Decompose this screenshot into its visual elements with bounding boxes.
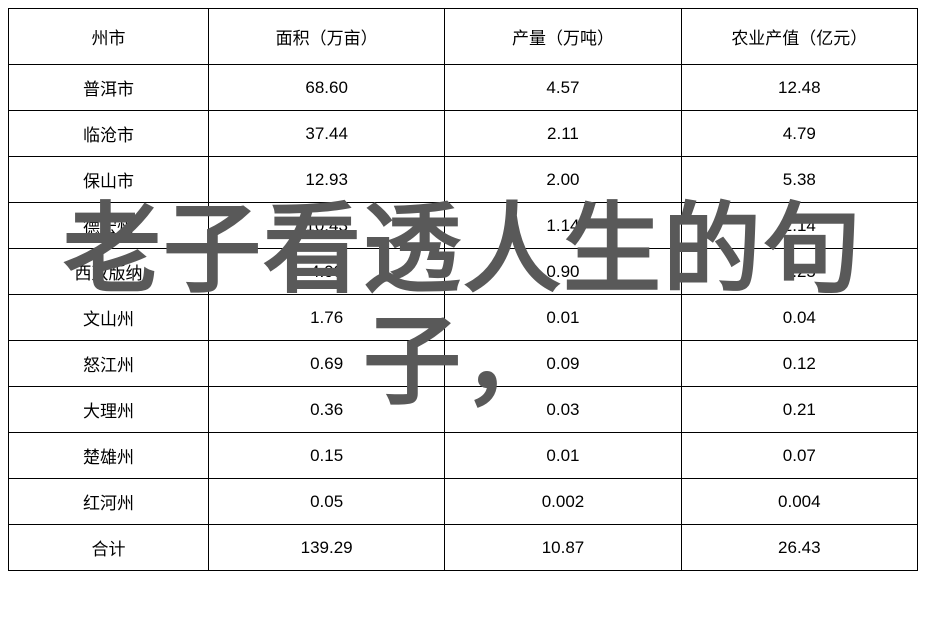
cell-yield: 4.57 — [445, 65, 681, 111]
table-row: 德宏州 10.43 1.14 2.14 — [9, 203, 918, 249]
cell-area: 139.29 — [208, 525, 444, 571]
table-row: 红河州 0.05 0.002 0.004 — [9, 479, 918, 525]
cell-region: 红河州 — [9, 479, 209, 525]
cell-yield: 0.01 — [445, 295, 681, 341]
cell-region: 合计 — [9, 525, 209, 571]
table-row-total: 合计 139.29 10.87 26.43 — [9, 525, 918, 571]
cell-region: 楚雄州 — [9, 433, 209, 479]
table-row: 文山州 1.76 0.01 0.04 — [9, 295, 918, 341]
data-table: 州市 面积（万亩） 产量（万吨） 农业产值（亿元） 普洱市 68.60 4.57… — [8, 8, 918, 571]
col-header-yield: 产量（万吨） — [445, 9, 681, 65]
cell-value: 0.21 — [681, 387, 917, 433]
cell-area: 12.93 — [208, 157, 444, 203]
cell-region: 大理州 — [9, 387, 209, 433]
cell-value: 0.12 — [681, 341, 917, 387]
cell-value: 0.04 — [681, 295, 917, 341]
cell-yield: 0.90 — [445, 249, 681, 295]
col-header-region: 州市 — [9, 9, 209, 65]
cell-area: 68.60 — [208, 65, 444, 111]
cell-area: 0.05 — [208, 479, 444, 525]
cell-yield: 0.002 — [445, 479, 681, 525]
cell-value: 4.79 — [681, 111, 917, 157]
cell-area: 0.15 — [208, 433, 444, 479]
cell-region: 临沧市 — [9, 111, 209, 157]
cell-area: 0.36 — [208, 387, 444, 433]
cell-yield: 1.14 — [445, 203, 681, 249]
cell-region: 怒江州 — [9, 341, 209, 387]
table-row: 普洱市 68.60 4.57 12.48 — [9, 65, 918, 111]
cell-region: 西双版纳 — [9, 249, 209, 295]
cell-area: 1.76 — [208, 295, 444, 341]
table-row: 保山市 12.93 2.00 5.38 — [9, 157, 918, 203]
table-row: 怒江州 0.69 0.09 0.12 — [9, 341, 918, 387]
cell-yield: 0.03 — [445, 387, 681, 433]
cell-region: 文山州 — [9, 295, 209, 341]
cell-area: 10.43 — [208, 203, 444, 249]
cell-yield: 2.11 — [445, 111, 681, 157]
cell-value: 0.07 — [681, 433, 917, 479]
cell-region: 保山市 — [9, 157, 209, 203]
cell-value: 26.43 — [681, 525, 917, 571]
cell-value: 1.25 — [681, 249, 917, 295]
cell-yield: 0.09 — [445, 341, 681, 387]
col-header-output-value: 农业产值（亿元） — [681, 9, 917, 65]
table-body: 普洱市 68.60 4.57 12.48 临沧市 37.44 2.11 4.79… — [9, 65, 918, 571]
table-row: 临沧市 37.44 2.11 4.79 — [9, 111, 918, 157]
cell-value: 0.004 — [681, 479, 917, 525]
cell-region: 普洱市 — [9, 65, 209, 111]
table-row: 大理州 0.36 0.03 0.21 — [9, 387, 918, 433]
table-row: 楚雄州 0.15 0.01 0.07 — [9, 433, 918, 479]
cell-value: 5.38 — [681, 157, 917, 203]
cell-yield: 0.01 — [445, 433, 681, 479]
col-header-area: 面积（万亩） — [208, 9, 444, 65]
cell-region: 德宏州 — [9, 203, 209, 249]
cell-value: 2.14 — [681, 203, 917, 249]
cell-yield: 10.87 — [445, 525, 681, 571]
table-header-row: 州市 面积（万亩） 产量（万吨） 农业产值（亿元） — [9, 9, 918, 65]
table-row: 西双版纳 4.93 0.90 1.25 — [9, 249, 918, 295]
cell-area: 37.44 — [208, 111, 444, 157]
cell-area: 0.69 — [208, 341, 444, 387]
cell-value: 12.48 — [681, 65, 917, 111]
cell-area: 4.93 — [208, 249, 444, 295]
cell-yield: 2.00 — [445, 157, 681, 203]
